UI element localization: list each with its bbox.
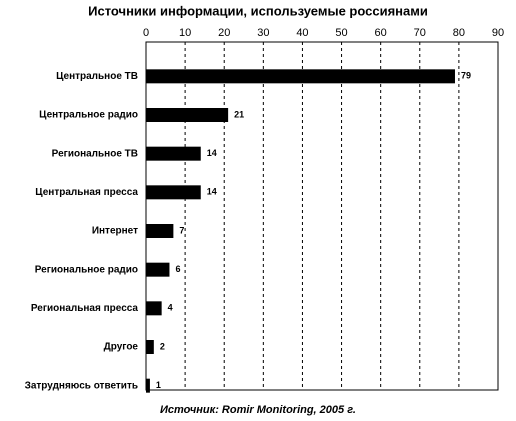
value-label: 14: [207, 187, 217, 197]
plot-frame: [145, 41, 499, 391]
x-tick-label: 70: [414, 27, 426, 39]
bar: [146, 108, 229, 122]
value-label: 79: [461, 71, 471, 81]
value-label: 7: [179, 225, 184, 235]
x-tick-label: 80: [453, 27, 465, 39]
y-tick-label: Региональное радио: [35, 264, 138, 275]
chart-title: Источники информации, используемые росси…: [88, 3, 428, 18]
value-label: 2: [160, 341, 165, 351]
value-label: 4: [168, 303, 173, 313]
bar: [146, 301, 162, 316]
x-tick-label: 50: [335, 27, 347, 39]
source-note: Источник: Romir Monitoring, 2005 г.: [160, 404, 356, 416]
x-tick-label: 90: [492, 27, 504, 39]
x-tick-label: 20: [218, 27, 230, 39]
x-tick-label: 10: [179, 27, 191, 39]
bar: [146, 185, 201, 200]
bar: [146, 224, 174, 238]
bar: [146, 378, 150, 393]
y-tick-label: Центральное радио: [39, 110, 138, 121]
bar: [146, 262, 170, 277]
y-tick-label: Интернет: [92, 226, 138, 237]
y-tick-label: Другое: [104, 342, 139, 353]
value-label: 14: [207, 148, 217, 158]
bar: [146, 146, 201, 161]
y-tick-label: Региональная пресса: [31, 303, 139, 314]
x-tick-label: 60: [375, 27, 387, 39]
y-tick-label: Региональное ТВ: [52, 148, 138, 159]
bar: [146, 69, 455, 84]
value-label: 6: [175, 264, 180, 274]
x-tick-label: 0: [143, 27, 149, 39]
value-label: 1: [156, 380, 161, 390]
x-tick-label: 30: [257, 27, 269, 39]
y-tick-label: Центральное ТВ: [56, 71, 138, 82]
x-tick-label: 40: [296, 27, 308, 39]
y-tick-label: Затрудняюсь ответить: [25, 380, 138, 391]
value-label: 21: [234, 109, 244, 119]
y-tick-label: Центральная пресса: [35, 187, 138, 198]
bar: [146, 340, 154, 354]
